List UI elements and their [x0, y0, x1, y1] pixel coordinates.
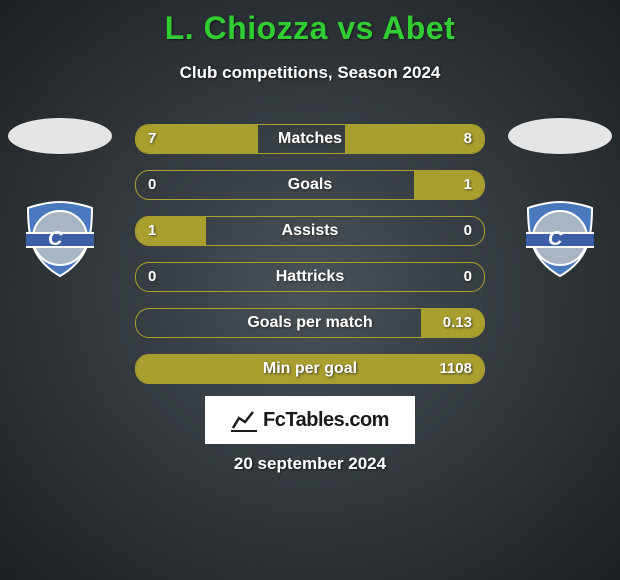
stat-label: Goals	[136, 171, 484, 199]
stat-value-right: 0	[464, 217, 472, 245]
crest-letter: C	[548, 228, 572, 252]
brand-badge[interactable]: FcTables.com	[205, 396, 415, 444]
stat-row: 1Assists0	[135, 216, 485, 246]
fctables-icon	[231, 408, 257, 432]
stat-value-right: 8	[464, 125, 472, 153]
stat-row: 0Goals1	[135, 170, 485, 200]
stat-label: Min per goal	[136, 355, 484, 383]
player-right-avatar	[508, 118, 612, 154]
stat-value-right: 0.13	[443, 309, 472, 337]
stat-value-right: 0	[464, 263, 472, 291]
stat-row: 0Hattricks0	[135, 262, 485, 292]
stat-row: Goals per match0.13	[135, 308, 485, 338]
stat-row: 7Matches8	[135, 124, 485, 154]
stat-value-right: 1108	[439, 355, 472, 383]
player-left-column: C	[8, 118, 112, 278]
subtitle: Club competitions, Season 2024	[0, 63, 620, 83]
stat-label: Goals per match	[136, 309, 484, 337]
stat-value-right: 1	[464, 171, 472, 199]
player-right-crest: C	[520, 198, 600, 278]
player-left-crest: C	[20, 198, 100, 278]
player-left-avatar	[8, 118, 112, 154]
stats-bars: 7Matches80Goals11Assists00Hattricks0Goal…	[135, 124, 485, 400]
date-label: 20 september 2024	[0, 454, 620, 474]
player-right-column: C	[508, 118, 612, 278]
stat-label: Matches	[136, 125, 484, 153]
stat-label: Assists	[136, 217, 484, 245]
crest-letter: C	[48, 228, 72, 252]
stat-label: Hattricks	[136, 263, 484, 291]
brand-text: FcTables.com	[263, 409, 389, 432]
page-title: L. Chiozza vs Abet	[0, 0, 620, 47]
stat-row: Min per goal1108	[135, 354, 485, 384]
comparison-card: L. Chiozza vs Abet Club competitions, Se…	[0, 0, 620, 580]
